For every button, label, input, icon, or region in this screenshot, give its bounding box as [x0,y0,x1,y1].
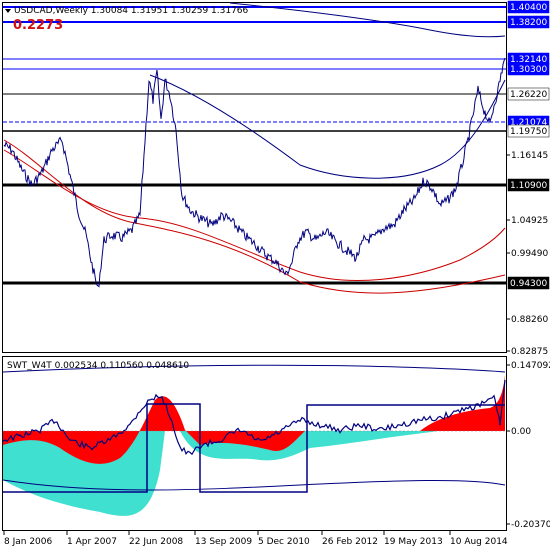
ma-blue-long [229,2,506,38]
price-tag-label: 0.94300 [510,279,547,289]
price-tag-label: 1.19750 [510,127,547,137]
x-tick-label: 8 Jan 2006 [4,537,52,547]
price-line[interactable] [3,57,506,288]
price-tag: 1.10900 [507,178,550,192]
price-tag: 1.40400 [507,0,550,14]
price-tag-label: 1.38200 [510,18,547,28]
indicator-lower-band [2,479,506,491]
ma-blue [149,74,506,179]
x-tick-label: 22 Jun 2008 [129,537,183,547]
price-tag: 1.30300 [507,62,550,76]
chart-header: USDCAD,Weekly 1.30084 1.31951 1.30259 1.… [5,6,249,33]
price-tag: 1.38200 [507,15,550,29]
price-tag: 1.32140 [507,52,550,66]
x-tick-label: 26 Feb 2012 [322,537,378,547]
price-tag: 1.26220 [507,87,550,101]
ma-red-slow [3,139,506,294]
indicator-tick-label: -0.203709 [511,520,550,530]
x-tick-label: 13 Sep 2009 [195,537,252,547]
x-tick-label: 10 Aug 2014 [450,537,508,547]
indicator-label: SWT_W4T 0.002534 0.110560 0.048610 [7,361,189,371]
price-tag: 0.94300 [507,276,550,290]
x-axis: 8 Jan 2006 1 Apr 2007 22 Jun 2008 13 Sep 20… [3,531,508,547]
triangle-down-icon [5,9,11,13]
price-tag-label: 1.40400 [510,3,547,13]
indicator-tick-label: 0.00 [511,427,531,437]
indicator-series [2,364,506,516]
y-tick-label: 0.99490 [511,249,548,259]
price-tag-label: 1.26220 [510,90,547,100]
indicator-pos-fill [3,375,505,464]
x-tick-label: 19 May 2013 [384,537,443,547]
x-tick-label: 1 Apr 2007 [67,537,117,547]
price-series [3,57,506,288]
y-tick-label: 0.82875 [511,347,548,357]
price-tag-label: 1.10900 [510,181,547,191]
y-axis: 1.16145 1.04925 0.99490 0.88260 0.82875 [506,151,548,357]
price-tag-label: 1.32140 [510,55,547,65]
indicator-axis: 0.147092 0.00 -0.203709 [506,361,550,530]
y-tick-label: 1.04925 [511,216,548,226]
price-panel-frame [2,2,507,353]
indicator-upper-band [2,364,506,373]
y-tick-label: 0.88260 [511,315,548,325]
price-tag-label: 1.21074 [510,118,547,128]
y-tick-label: 1.16145 [511,151,548,161]
symbol-line: USDCAD,Weekly 1.30084 1.31951 1.30259 1.… [14,6,249,16]
indicator-tick-label: 0.147092 [511,361,550,371]
big-value: 0.2273 [13,18,63,33]
price-tag: 1.19750 [507,124,550,138]
price-tag-label: 1.30300 [510,65,547,75]
indicator-oscillator-line [2,379,506,456]
x-tick-label: 5 Dec 2010 [258,537,310,547]
